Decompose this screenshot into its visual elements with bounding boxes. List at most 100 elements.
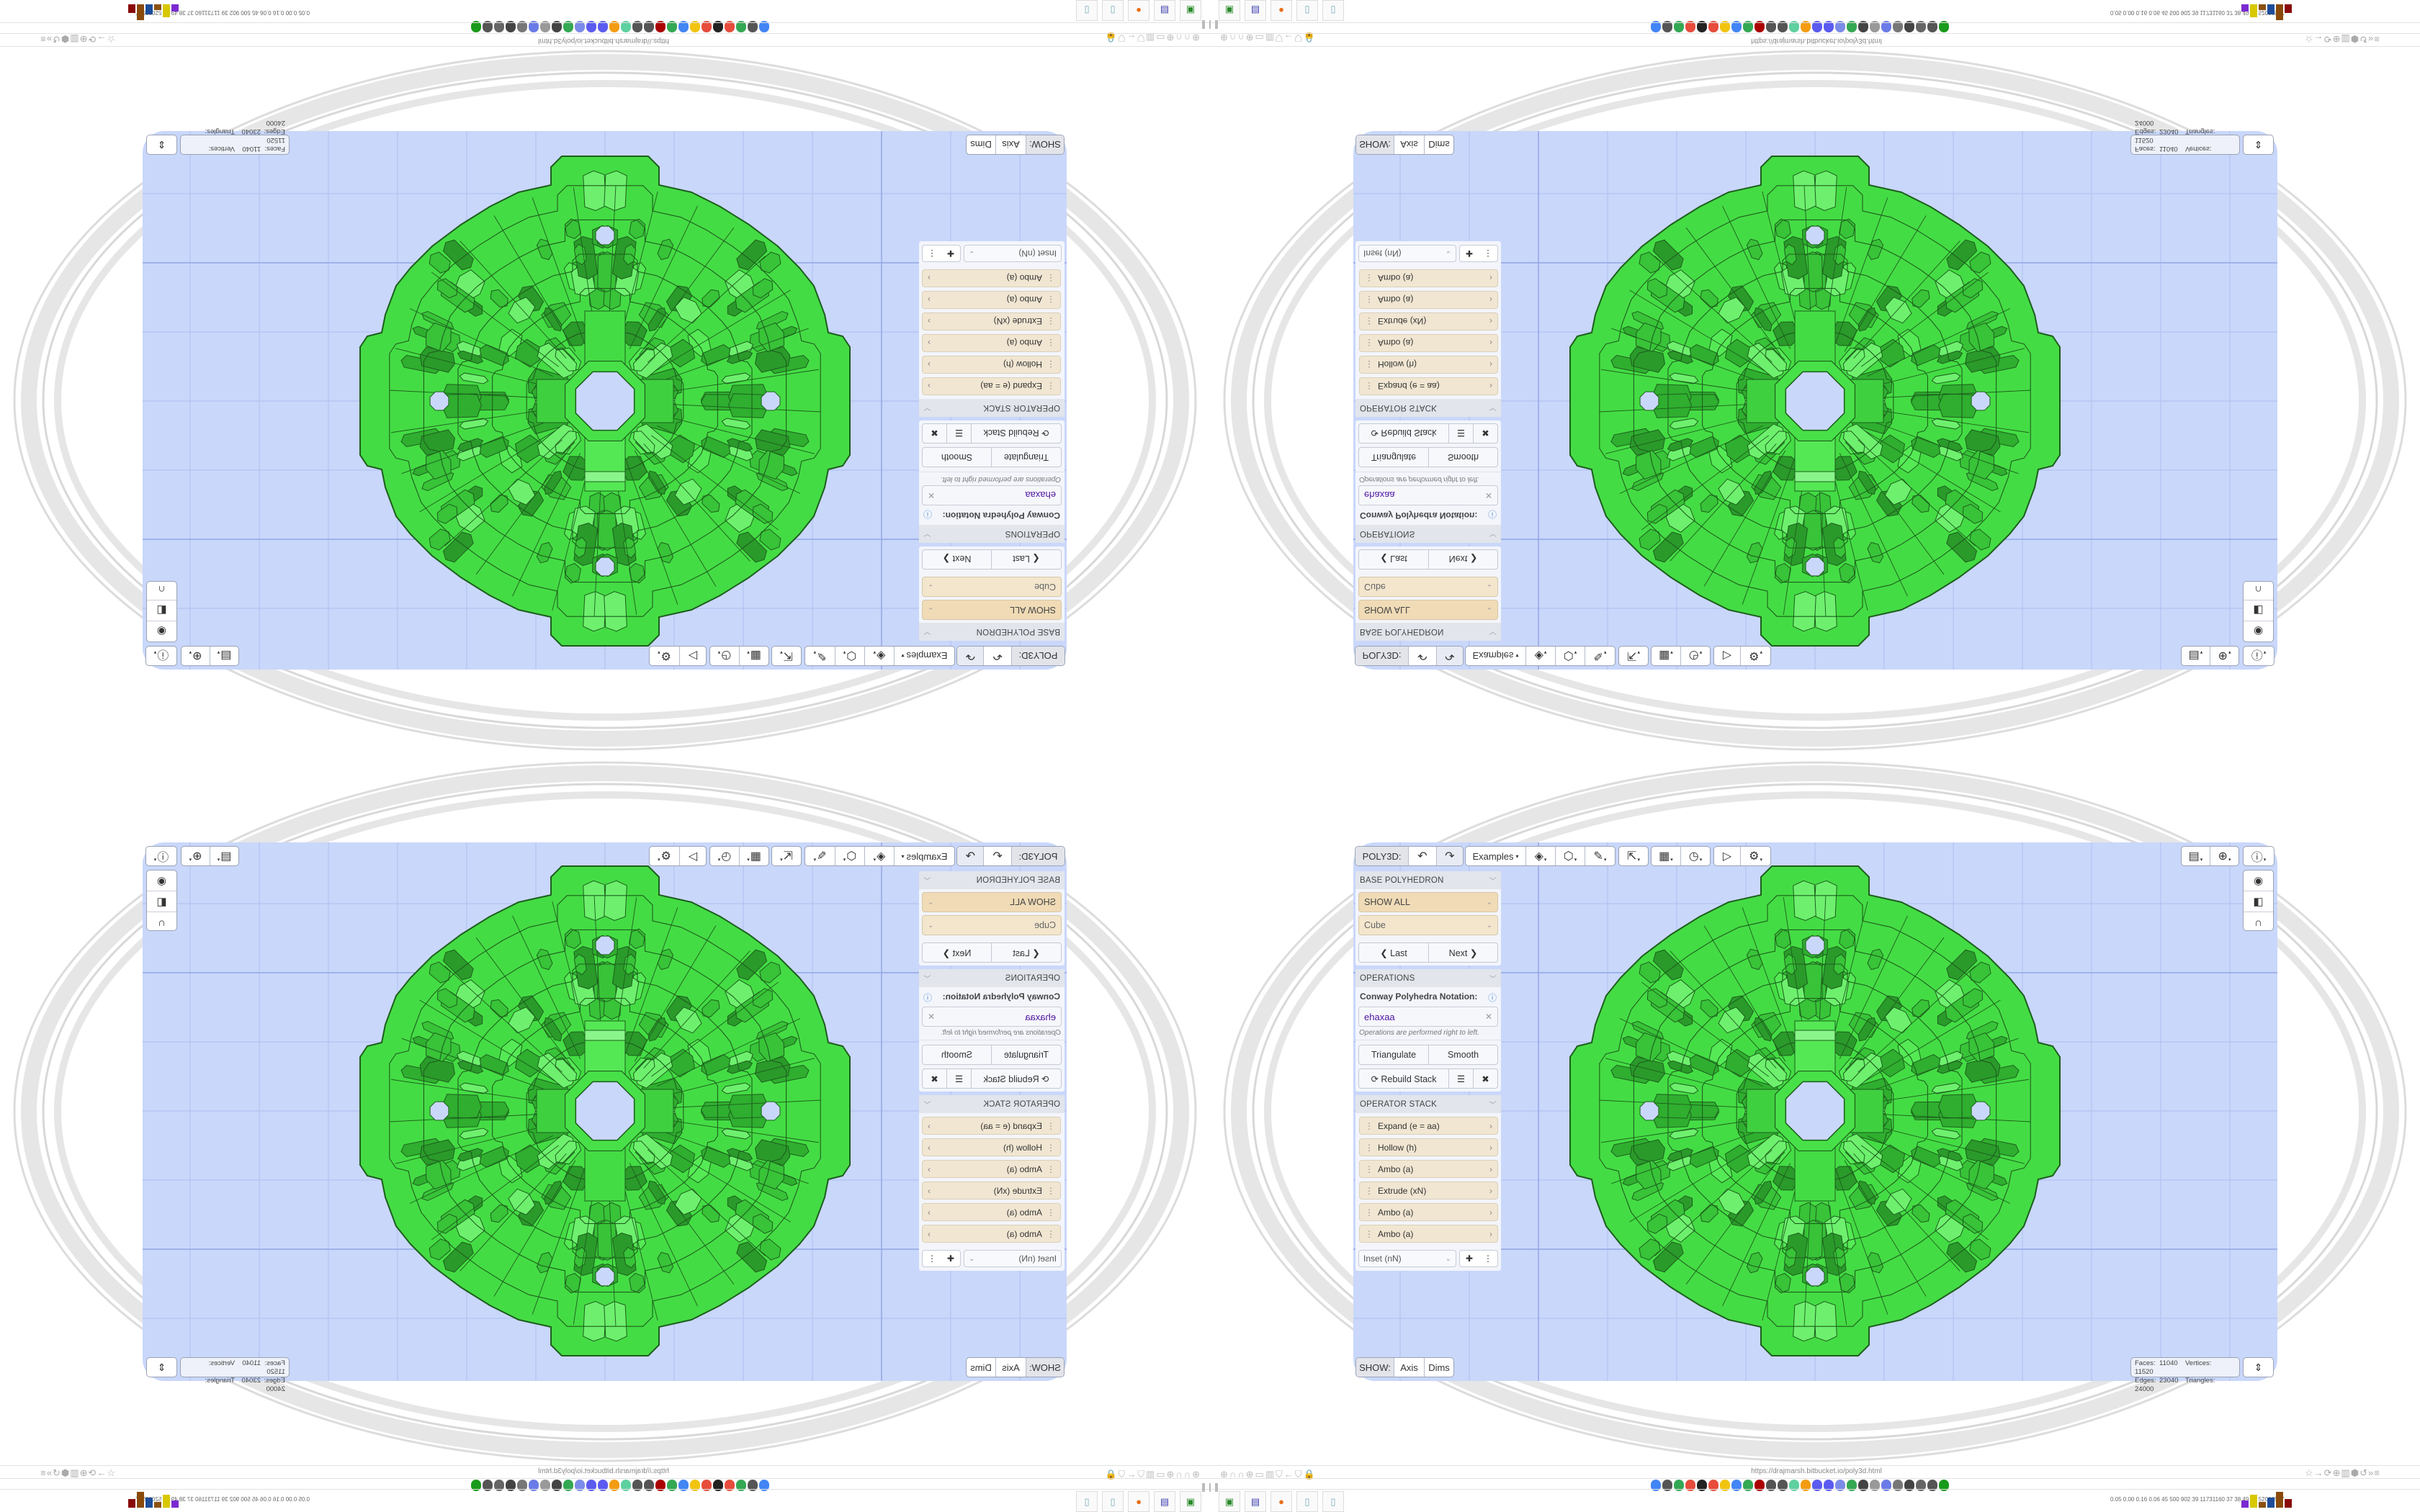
clear-stack-button[interactable]: ✖ xyxy=(923,424,946,443)
address-bar[interactable]: https://drajmarsh.bitbucket.io/poly3d.ht… xyxy=(1751,1467,1882,1475)
notation-input[interactable]: ehaxaa ✕ xyxy=(1358,485,1498,505)
operations-header[interactable]: OPERATIONS ﹀ xyxy=(1355,525,1501,543)
info-icon[interactable]: ⓘ xyxy=(1487,509,1497,519)
shape-button[interactable]: ⬡ ▾ xyxy=(835,647,864,665)
operations-header[interactable]: OPERATIONS ﹀ xyxy=(919,525,1065,543)
undo-button[interactable]: ↶ xyxy=(1409,847,1437,865)
chevron-right-icon[interactable]: › xyxy=(1489,294,1492,305)
extension-icons[interactable]: ☆→⟳⊕▥⬢↺»≡ xyxy=(2305,1467,2380,1478)
operator-item[interactable]: ⋮ Expand (e = aa) › xyxy=(922,1117,1061,1135)
chevron-right-icon[interactable]: › xyxy=(928,316,931,327)
operator-item[interactable]: ⋮ Extrude (xN) › xyxy=(922,1182,1061,1200)
drag-handle-icon[interactable]: ⋮ xyxy=(1047,1164,1055,1174)
smooth-button[interactable]: Smooth xyxy=(1447,452,1479,462)
fit-view-button[interactable]: ⇕ xyxy=(2243,135,2274,155)
export-button[interactable]: ⇱ ▾ xyxy=(1627,850,1640,863)
taskbar-floppy[interactable]: ▤ xyxy=(1154,1491,1175,1512)
axis-toggle[interactable]: Axis xyxy=(1394,1358,1425,1377)
export-button[interactable]: ⇱ ▾ xyxy=(1627,649,1640,662)
next-button[interactable]: Next ❯ xyxy=(942,948,972,958)
paint-button[interactable]: ◈ ▾ xyxy=(864,647,894,665)
base-polyhedron-header[interactable]: BASE POLYHEDRON ﹀ xyxy=(919,871,1065,889)
fit-view-button[interactable]: ⇕ xyxy=(146,1357,177,1377)
last-button[interactable]: ❮ Last xyxy=(991,550,1061,569)
bookmark-icon[interactable] xyxy=(1743,1480,1753,1491)
notation-input[interactable]: ehaxaa ✕ xyxy=(922,485,1062,505)
undo-button[interactable]: ↶ xyxy=(983,647,1011,665)
calendar-button[interactable]: ▦ ▾ xyxy=(1652,847,1681,865)
next-button[interactable]: Next ❯ xyxy=(1448,948,1478,958)
bookmark-icon[interactable] xyxy=(1801,1480,1811,1491)
globe-button[interactable]: ⊕ ▾ xyxy=(189,649,202,662)
polyhedron-select[interactable]: Cube ⌄ xyxy=(1358,577,1498,597)
taskbar-floppy[interactable]: ▤ xyxy=(1245,1491,1266,1512)
clock-button[interactable]: ◷ ▾ xyxy=(1688,850,1703,863)
settings-button[interactable]: ⚙ ▾ xyxy=(658,850,671,863)
taskbar-notepad-2[interactable]: ▯ xyxy=(1076,0,1098,21)
clock-button[interactable]: ◷ ▾ xyxy=(717,850,732,863)
bookmark-icon[interactable] xyxy=(1870,1480,1880,1491)
bookmark-icon[interactable] xyxy=(1789,1480,1799,1491)
snap-button[interactable]: ∩ xyxy=(147,580,176,600)
smooth-button[interactable]: Smooth xyxy=(941,1050,973,1060)
info-button[interactable]: ⓘ ▾ xyxy=(146,847,176,865)
3d-viewport[interactable] xyxy=(1353,842,2277,1381)
taskbar-terminal[interactable]: ▣ xyxy=(1180,1491,1201,1512)
operator-item[interactable]: ⋮ Ambo (a) › xyxy=(1359,1225,1498,1243)
chevron-right-icon[interactable]: › xyxy=(1489,1207,1492,1218)
snap-button[interactable]: ∩ xyxy=(2244,912,2273,932)
toggle-button[interactable]: ◧ xyxy=(147,600,176,621)
rebuild-stack-button[interactable]: ⟳ Rebuild Stack xyxy=(1359,424,1449,443)
dims-toggle[interactable]: Dims xyxy=(970,139,992,150)
bookmark-icon[interactable] xyxy=(1731,1480,1742,1491)
operator-item[interactable]: ⋮ Expand (e = aa) › xyxy=(1359,377,1498,395)
snap-button[interactable]: ∩ xyxy=(147,912,176,932)
drag-handle-icon[interactable]: ⋮ xyxy=(1365,1185,1373,1196)
triangulate-button[interactable]: Triangulate xyxy=(991,1045,1061,1064)
drag-handle-icon[interactable]: ⋮ xyxy=(1047,1185,1055,1196)
examples-dropdown[interactable]: Examples ▾ xyxy=(1466,847,1526,865)
examples-dropdown[interactable]: Examples ▾ xyxy=(894,647,954,665)
schedule-button[interactable]: ▤ ▾ xyxy=(2182,647,2210,665)
bookmark-icon[interactable] xyxy=(1651,1480,1661,1491)
clock-button[interactable]: ◷ ▾ xyxy=(717,649,732,662)
play-button[interactable]: ▷ xyxy=(1714,647,1742,665)
examples-dropdown[interactable]: Examples ▾ xyxy=(1466,647,1526,665)
play-button[interactable]: ▷ xyxy=(678,847,706,865)
drag-handle-icon[interactable]: ⋮ xyxy=(1047,294,1055,305)
bookmark-icon[interactable] xyxy=(1754,1480,1765,1491)
operator-item[interactable]: ⋮ Hollow (h) › xyxy=(922,1138,1061,1156)
3d-viewport[interactable] xyxy=(143,842,1067,1381)
last-button[interactable]: ❮ Last xyxy=(991,943,1061,962)
chevron-right-icon[interactable]: › xyxy=(928,381,931,392)
taskbar-firefox[interactable]: ● xyxy=(1128,1491,1150,1512)
drag-handle-icon[interactable]: ⋮ xyxy=(1047,273,1055,284)
chevron-right-icon[interactable]: › xyxy=(928,273,931,284)
rebuild-stack-button[interactable]: ⟳ Rebuild Stack xyxy=(971,1069,1061,1088)
base-polyhedron-header[interactable]: BASE POLYHEDRON ﹀ xyxy=(1355,871,1501,889)
taskbar-firefox[interactable]: ● xyxy=(1270,0,1292,21)
polyhedron-select[interactable]: Cube ⌄ xyxy=(922,577,1062,597)
dims-toggle[interactable]: Dims xyxy=(1428,1362,1450,1373)
last-button[interactable]: ❮ Last xyxy=(1359,943,1429,962)
category-select[interactable]: SHOW ALL ⌄ xyxy=(1358,600,1498,620)
drag-handle-icon[interactable]: ⋮ xyxy=(1047,338,1055,348)
chevron-right-icon[interactable]: › xyxy=(928,1185,931,1196)
list-button[interactable]: ☰ xyxy=(946,424,971,443)
notation-input[interactable]: ehaxaa ✕ xyxy=(922,1007,1062,1027)
chevron-right-icon[interactable]: › xyxy=(1489,359,1492,370)
redo-button[interactable]: ↷ xyxy=(1436,647,1463,665)
extension-icons[interactable]: ☆→⟳⊕▥⬢↺»≡ xyxy=(2305,34,2380,45)
clear-icon[interactable]: ✕ xyxy=(928,490,936,500)
chevron-right-icon[interactable]: › xyxy=(928,1228,931,1239)
info-button[interactable]: ⓘ ▾ xyxy=(146,647,176,665)
paint-button[interactable]: ◈ ▾ xyxy=(1526,847,1556,865)
address-bar[interactable]: https://drajmarsh.bitbucket.io/poly3d.ht… xyxy=(538,37,669,45)
smooth-button[interactable]: Smooth xyxy=(1447,1050,1479,1060)
drag-handle-icon[interactable]: ⋮ xyxy=(1365,1120,1373,1131)
taskbar-notepad-2[interactable]: ▯ xyxy=(1322,1491,1344,1512)
edit-button[interactable]: ✎ ▾ xyxy=(1593,850,1607,863)
clear-stack-button[interactable]: ✖ xyxy=(1474,1069,1497,1088)
bookmark-icon[interactable] xyxy=(1835,1480,1845,1491)
edit-button[interactable]: ✎ ▾ xyxy=(813,649,827,662)
